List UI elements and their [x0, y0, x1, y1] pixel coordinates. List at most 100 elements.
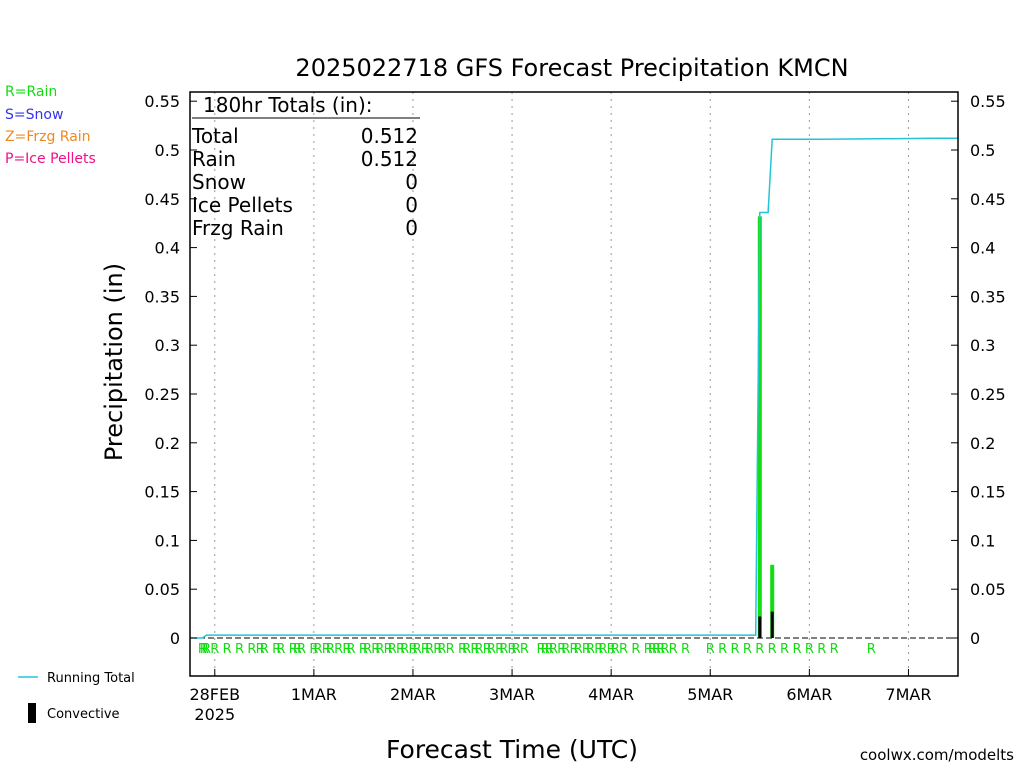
ptype-mark: R [495, 642, 504, 657]
totals-row-value: 0 [405, 193, 418, 217]
y-tick-label-left: 0.4 [155, 239, 180, 258]
ptype-mark: R [652, 642, 661, 657]
series-legend: Running Total Convective [18, 671, 135, 723]
totals-row-value: 0 [405, 216, 418, 240]
y-tick-label-right: 0.1 [970, 531, 995, 550]
credit-link[interactable]: coolwx.com/modelts [860, 746, 1014, 764]
ptype-mark: R [743, 642, 752, 657]
legend-ice-pellets: P=Ice Pellets [5, 151, 96, 167]
ptype-mark: R [293, 642, 302, 657]
ptype-mark: R [375, 642, 384, 657]
ptype-mark: R [200, 642, 209, 657]
ptype-mark: R [648, 642, 657, 657]
y-tick-label-right: 0.4 [970, 239, 995, 258]
ptype-mark: R [256, 642, 265, 657]
ptype-mark: R [363, 642, 372, 657]
ptype-mark: R [297, 642, 306, 657]
x-tick-label: 1MAR [291, 685, 337, 704]
y-axis-left: 0 0.05 0.1 0.15 0.2 0.25 0.3 0.35 0.4 0.45 0.5 0.55 [144, 92, 197, 648]
ptype-mark: R [309, 642, 318, 657]
ptype-mark: R [326, 642, 335, 657]
y-tick-label-left: 0.15 [144, 483, 180, 502]
ptype-mark: R [470, 642, 479, 657]
convective-bar [770, 611, 774, 638]
y-tick-label-left: 0.2 [155, 434, 180, 453]
ptype-mark: R [545, 642, 554, 657]
ptype-mark: R [371, 642, 380, 657]
ptype-mark: R [598, 642, 607, 657]
ptype-mark: R [433, 642, 442, 657]
totals-row-label: Total [191, 124, 239, 148]
ptype-mark: R [557, 642, 566, 657]
x-tick-label: 3MAR [489, 685, 535, 704]
ptype-mark: R [830, 642, 839, 657]
ptype-mark: R [260, 642, 269, 657]
y-tick-label-right: 0.3 [970, 336, 995, 355]
ptype-mark: R [384, 642, 393, 657]
ptype-mark: R [313, 642, 322, 657]
y-tick-label-right: 0.55 [970, 92, 1006, 111]
ptype-mark: R [792, 642, 801, 657]
ptype-mark: R [582, 642, 591, 657]
legend-convective: Convective [47, 707, 120, 722]
ptype-mark: R [644, 642, 653, 657]
x-tick-label: 2MAR [390, 685, 436, 704]
grid-lines [190, 92, 958, 676]
totals-box: 180hr Totals (in): Total 0.512 Rain 0.512 Sn… [191, 93, 420, 240]
ptype-mark: R [549, 642, 558, 657]
ptype-mark: R [458, 642, 467, 657]
totals-heading: 180hr Totals (in): [203, 93, 373, 117]
ptype-mark: R [541, 642, 550, 657]
totals-row-value: 0.512 [361, 124, 418, 148]
rain-bar [757, 216, 762, 639]
ptype-mark: R [607, 642, 616, 657]
legend-rain: R=Rain [5, 84, 57, 100]
convective-bar [758, 616, 762, 638]
y-tick-label-right: 0 [970, 629, 980, 648]
x-tick-label: 5MAR [687, 685, 733, 704]
ptype-mark: R [446, 642, 455, 657]
y-tick-label-left: 0 [170, 629, 180, 648]
y-tick-label-right: 0.15 [970, 483, 1006, 502]
x-axis-label: Forecast Time (UTC) [386, 735, 638, 764]
ptype-mark: R [462, 642, 471, 657]
ptype-mark: R [408, 642, 417, 657]
y-tick-label-left: 0.05 [144, 580, 180, 599]
y-tick-label-right: 0.2 [970, 434, 995, 453]
y-tick-label-left: 0.45 [144, 190, 180, 209]
y-tick-label-left: 0.1 [155, 531, 180, 550]
ptype-mark: R [669, 642, 678, 657]
ptype-mark: R [400, 642, 409, 657]
totals-row-label: Frzg Rain [192, 216, 284, 240]
ptype-mark: R [499, 642, 508, 657]
ptype-mark: R [574, 642, 583, 657]
ptype-mark: R [561, 642, 570, 657]
plot-frame [189, 91, 959, 677]
ptype-mark: R [520, 642, 529, 657]
x-tick-sublabel: 2025 [194, 705, 235, 724]
y-tick-label-left: 0.35 [144, 287, 180, 306]
running-total-line [190, 137, 958, 639]
ptype-mark: R [425, 642, 434, 657]
totals-row-value: 0.512 [361, 147, 418, 171]
totals-row-label: Rain [192, 147, 236, 171]
ptype-mark: R [272, 642, 281, 657]
ptype-mark: R [805, 642, 814, 657]
ptype-mark: R [235, 642, 244, 657]
x-tick-label: 7MAR [885, 685, 931, 704]
ptype-mark: R [483, 642, 492, 657]
ptype-mark: R [198, 642, 207, 657]
ptype-mark: R [359, 642, 368, 657]
ptype-mark: R [731, 642, 740, 657]
ptype-mark: R [342, 642, 351, 657]
ptype-mark: R [475, 642, 484, 657]
ptype-mark: R [611, 642, 620, 657]
ptype-mark: R [586, 642, 595, 657]
ptype-mark: R [413, 642, 422, 657]
ptype-mark: R [706, 642, 715, 657]
ptype-mark: R [768, 642, 777, 657]
legend-frzg-rain: Z=Frzg Rain [5, 129, 91, 145]
ptype-legend: R=Rain S=Snow Z=Frzg Rain P=Ice Pellets [5, 84, 96, 167]
ptype-mark: R [289, 642, 298, 657]
